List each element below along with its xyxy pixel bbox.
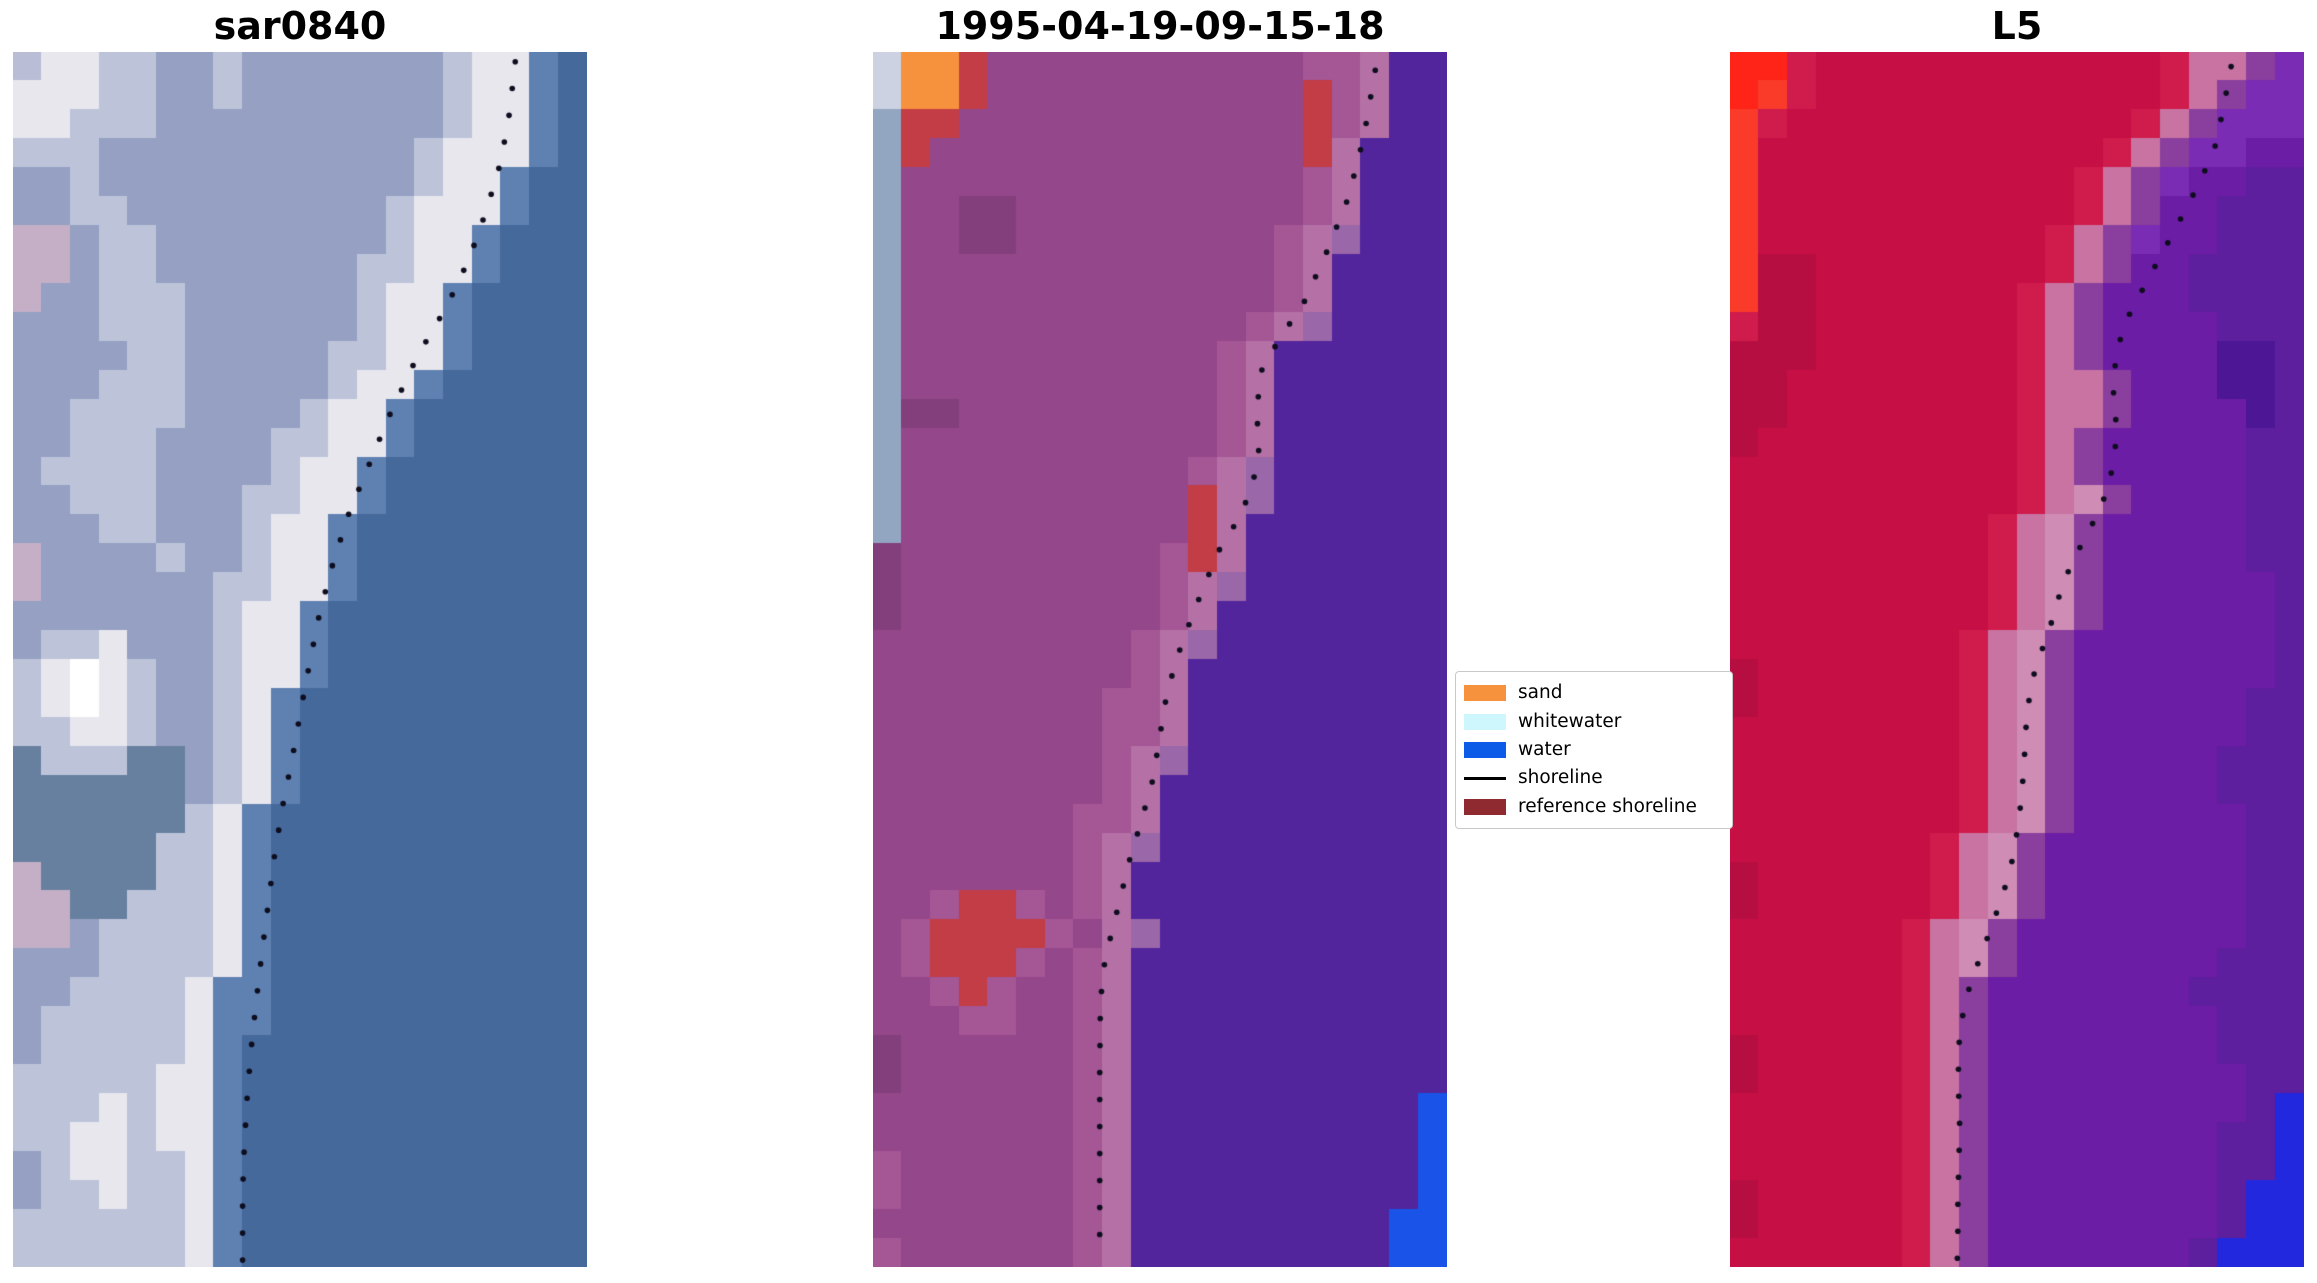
sar-image-canvas — [13, 52, 587, 1267]
panel-title-date: 1995-04-19-09-15-18 — [935, 4, 1385, 48]
legend-item-reference-shoreline: reference shoreline — [1464, 795, 1724, 819]
whitewater-swatch-icon — [1464, 713, 1506, 730]
legend-item-whitewater: whitewater — [1464, 710, 1724, 734]
legend-label: water — [1518, 738, 1571, 760]
water-swatch-icon — [1464, 741, 1506, 758]
l5-image-panel — [1730, 52, 2304, 1267]
legend-label: sand — [1518, 682, 1563, 704]
legend-item-sand: sand — [1464, 681, 1724, 705]
l5-image-canvas — [1730, 52, 2304, 1267]
panel-title-sar: sar0840 — [213, 4, 387, 48]
sand-swatch-icon — [1464, 685, 1506, 702]
legend-item-shoreline: shoreline — [1464, 766, 1724, 790]
panel-title-l5: L5 — [1991, 4, 2043, 48]
legend-label: shoreline — [1518, 767, 1603, 789]
shoreline-line-icon — [1464, 776, 1506, 780]
legend-item-water: water — [1464, 738, 1724, 762]
classified-image-canvas — [873, 52, 1447, 1267]
legend-label: whitewater — [1518, 710, 1622, 732]
reference-shoreline-swatch-icon — [1464, 798, 1506, 815]
classified-image-panel — [873, 52, 1447, 1267]
legend-label: reference shoreline — [1518, 795, 1697, 817]
sar-image-panel — [13, 52, 587, 1267]
legend: sand whitewater water shoreline referenc… — [1455, 671, 1733, 829]
